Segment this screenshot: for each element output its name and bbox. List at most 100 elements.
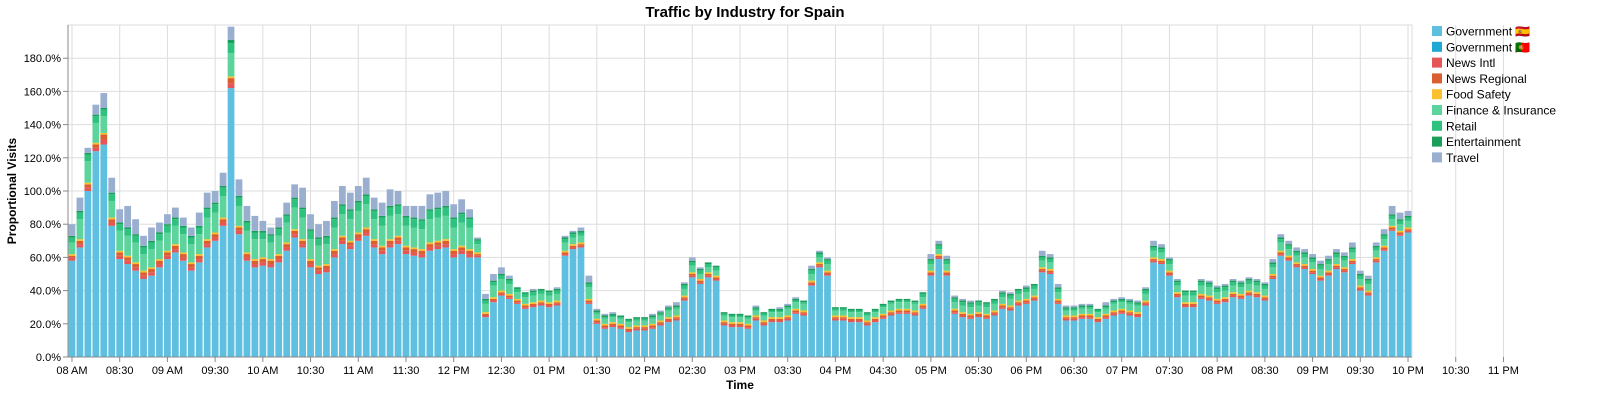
x-tick-label: 06 PM: [1010, 365, 1042, 377]
bar-segment-government: [338, 244, 346, 357]
bar-segment-finance: [673, 308, 680, 316]
bar-segment-news: [1309, 272, 1316, 274]
bar-segment-food: [1269, 274, 1277, 276]
bar-segment-food: [243, 252, 251, 255]
bar-segment-entertainment: [140, 245, 147, 248]
bar-segment-travel: [235, 179, 243, 196]
bar-segment-food: [315, 265, 322, 268]
bar-segment-government: [975, 317, 982, 357]
bar-segment-retail: [1046, 259, 1054, 263]
bar-segment-travel: [967, 300, 975, 303]
bar-segment-travel: [1333, 249, 1340, 253]
bar-segment-food: [148, 267, 155, 270]
bar-segment-finance: [1253, 285, 1261, 293]
bar-segment-finance: [100, 116, 108, 133]
bar-segment-retail: [1174, 282, 1181, 286]
bar-segment-government: [569, 249, 577, 357]
bar-segment-retail: [529, 292, 537, 296]
bar-segment-travel: [1364, 275, 1372, 279]
bar-segment-news: [943, 272, 951, 274]
bar-segment-news: [617, 327, 625, 329]
bar-segment-government: [1150, 262, 1157, 357]
bar-segment-finance: [1030, 288, 1038, 296]
x-tick-label: 12 PM: [438, 365, 470, 377]
bar-segment-news: [1142, 303, 1149, 306]
bar-segment-entertainment: [1221, 285, 1229, 288]
bar-segment-entertainment: [164, 224, 171, 226]
bar-segment-news: [1134, 315, 1142, 318]
bar-segment-finance: [219, 195, 227, 218]
bar-segment-retail: [943, 260, 951, 265]
bar-segment-government: [760, 325, 768, 357]
bar-segment-news: [1054, 302, 1062, 304]
bar-segment-food: [418, 249, 426, 251]
bar-segment-travel: [227, 26, 235, 40]
bar-segment-news: [1341, 270, 1348, 273]
bar-segment-retail: [283, 215, 291, 223]
bar-segment-entertainment: [935, 244, 943, 246]
bar-segment-news: [124, 260, 132, 265]
bar-segment-news: [1372, 260, 1380, 263]
bar-segment-travel: [1237, 280, 1245, 283]
bar-segment-government: [887, 315, 895, 357]
bar-segment-finance: [991, 303, 998, 311]
bar-segment-finance: [593, 313, 601, 319]
bar-segment-retail: [124, 229, 132, 236]
bar-segment-travel: [187, 227, 195, 236]
bar-segment-news: [641, 328, 648, 331]
bar-segment-entertainment: [291, 197, 299, 200]
bar-segment-entertainment: [1046, 257, 1054, 260]
bar-segment-government: [537, 305, 545, 357]
bar-segment-news: [1181, 305, 1189, 308]
bar-segment-finance: [1181, 295, 1189, 303]
bar-segment-entertainment: [696, 269, 704, 271]
bar-segment-retail: [553, 290, 561, 294]
bar-segment-government: [490, 302, 497, 357]
bar-segment-government: [243, 260, 251, 357]
bar-segment-retail: [235, 197, 243, 206]
legend-label: Travel: [1446, 151, 1479, 165]
bar-segment-news: [1118, 310, 1126, 313]
bar-segment-entertainment: [816, 252, 823, 255]
bar-segment-news: [68, 255, 76, 258]
bar-segment-government: [633, 330, 640, 357]
bar-segment-news: [100, 139, 108, 145]
bar-segment-news: [1333, 265, 1340, 268]
bar-segment-travel: [665, 305, 672, 308]
bar-segment-finance: [1150, 250, 1157, 258]
bar-segment-entertainment: [768, 308, 776, 311]
bar-segment-finance: [338, 214, 346, 236]
bar-segment-food: [951, 308, 959, 311]
bar-segment-travel: [251, 215, 259, 231]
bar-segment-retail: [1229, 282, 1237, 286]
bar-segment-entertainment: [1158, 247, 1165, 250]
bar-segment-news: [752, 317, 760, 319]
bar-segment-retail: [211, 204, 219, 213]
bar-segment-food: [577, 242, 585, 245]
bar-segment-news: [331, 250, 338, 255]
bar-segment-news: [585, 302, 593, 304]
bar-segment-food: [1174, 292, 1181, 294]
bar-segment-news: [840, 317, 847, 319]
bar-segment-entertainment: [1174, 280, 1181, 283]
bar-segment-food: [378, 245, 386, 248]
bar-segment-finance: [895, 302, 903, 309]
bar-segment-food: [402, 245, 410, 248]
legend-label: Retail: [1446, 119, 1477, 133]
bar-segment-retail: [100, 109, 108, 117]
bar-segment-finance: [999, 297, 1006, 304]
bar-segment-food: [1181, 302, 1189, 304]
bar-segment-news: [649, 327, 656, 329]
bar-segment-entertainment: [1388, 214, 1396, 216]
bar-segment-news: [1030, 298, 1038, 301]
bar-segment-entertainment: [633, 317, 640, 319]
bar-segment-retail: [537, 290, 545, 294]
bar-segment-food: [227, 76, 235, 79]
bar-segment-news: [227, 83, 235, 89]
bar-segment-travel: [450, 204, 458, 218]
bar-segment-news: [490, 300, 497, 303]
bar-segment-retail: [267, 235, 275, 243]
bar-segment-finance: [1062, 310, 1070, 316]
bar-segment-entertainment: [1325, 259, 1332, 261]
bar-segment-retail: [585, 283, 593, 288]
